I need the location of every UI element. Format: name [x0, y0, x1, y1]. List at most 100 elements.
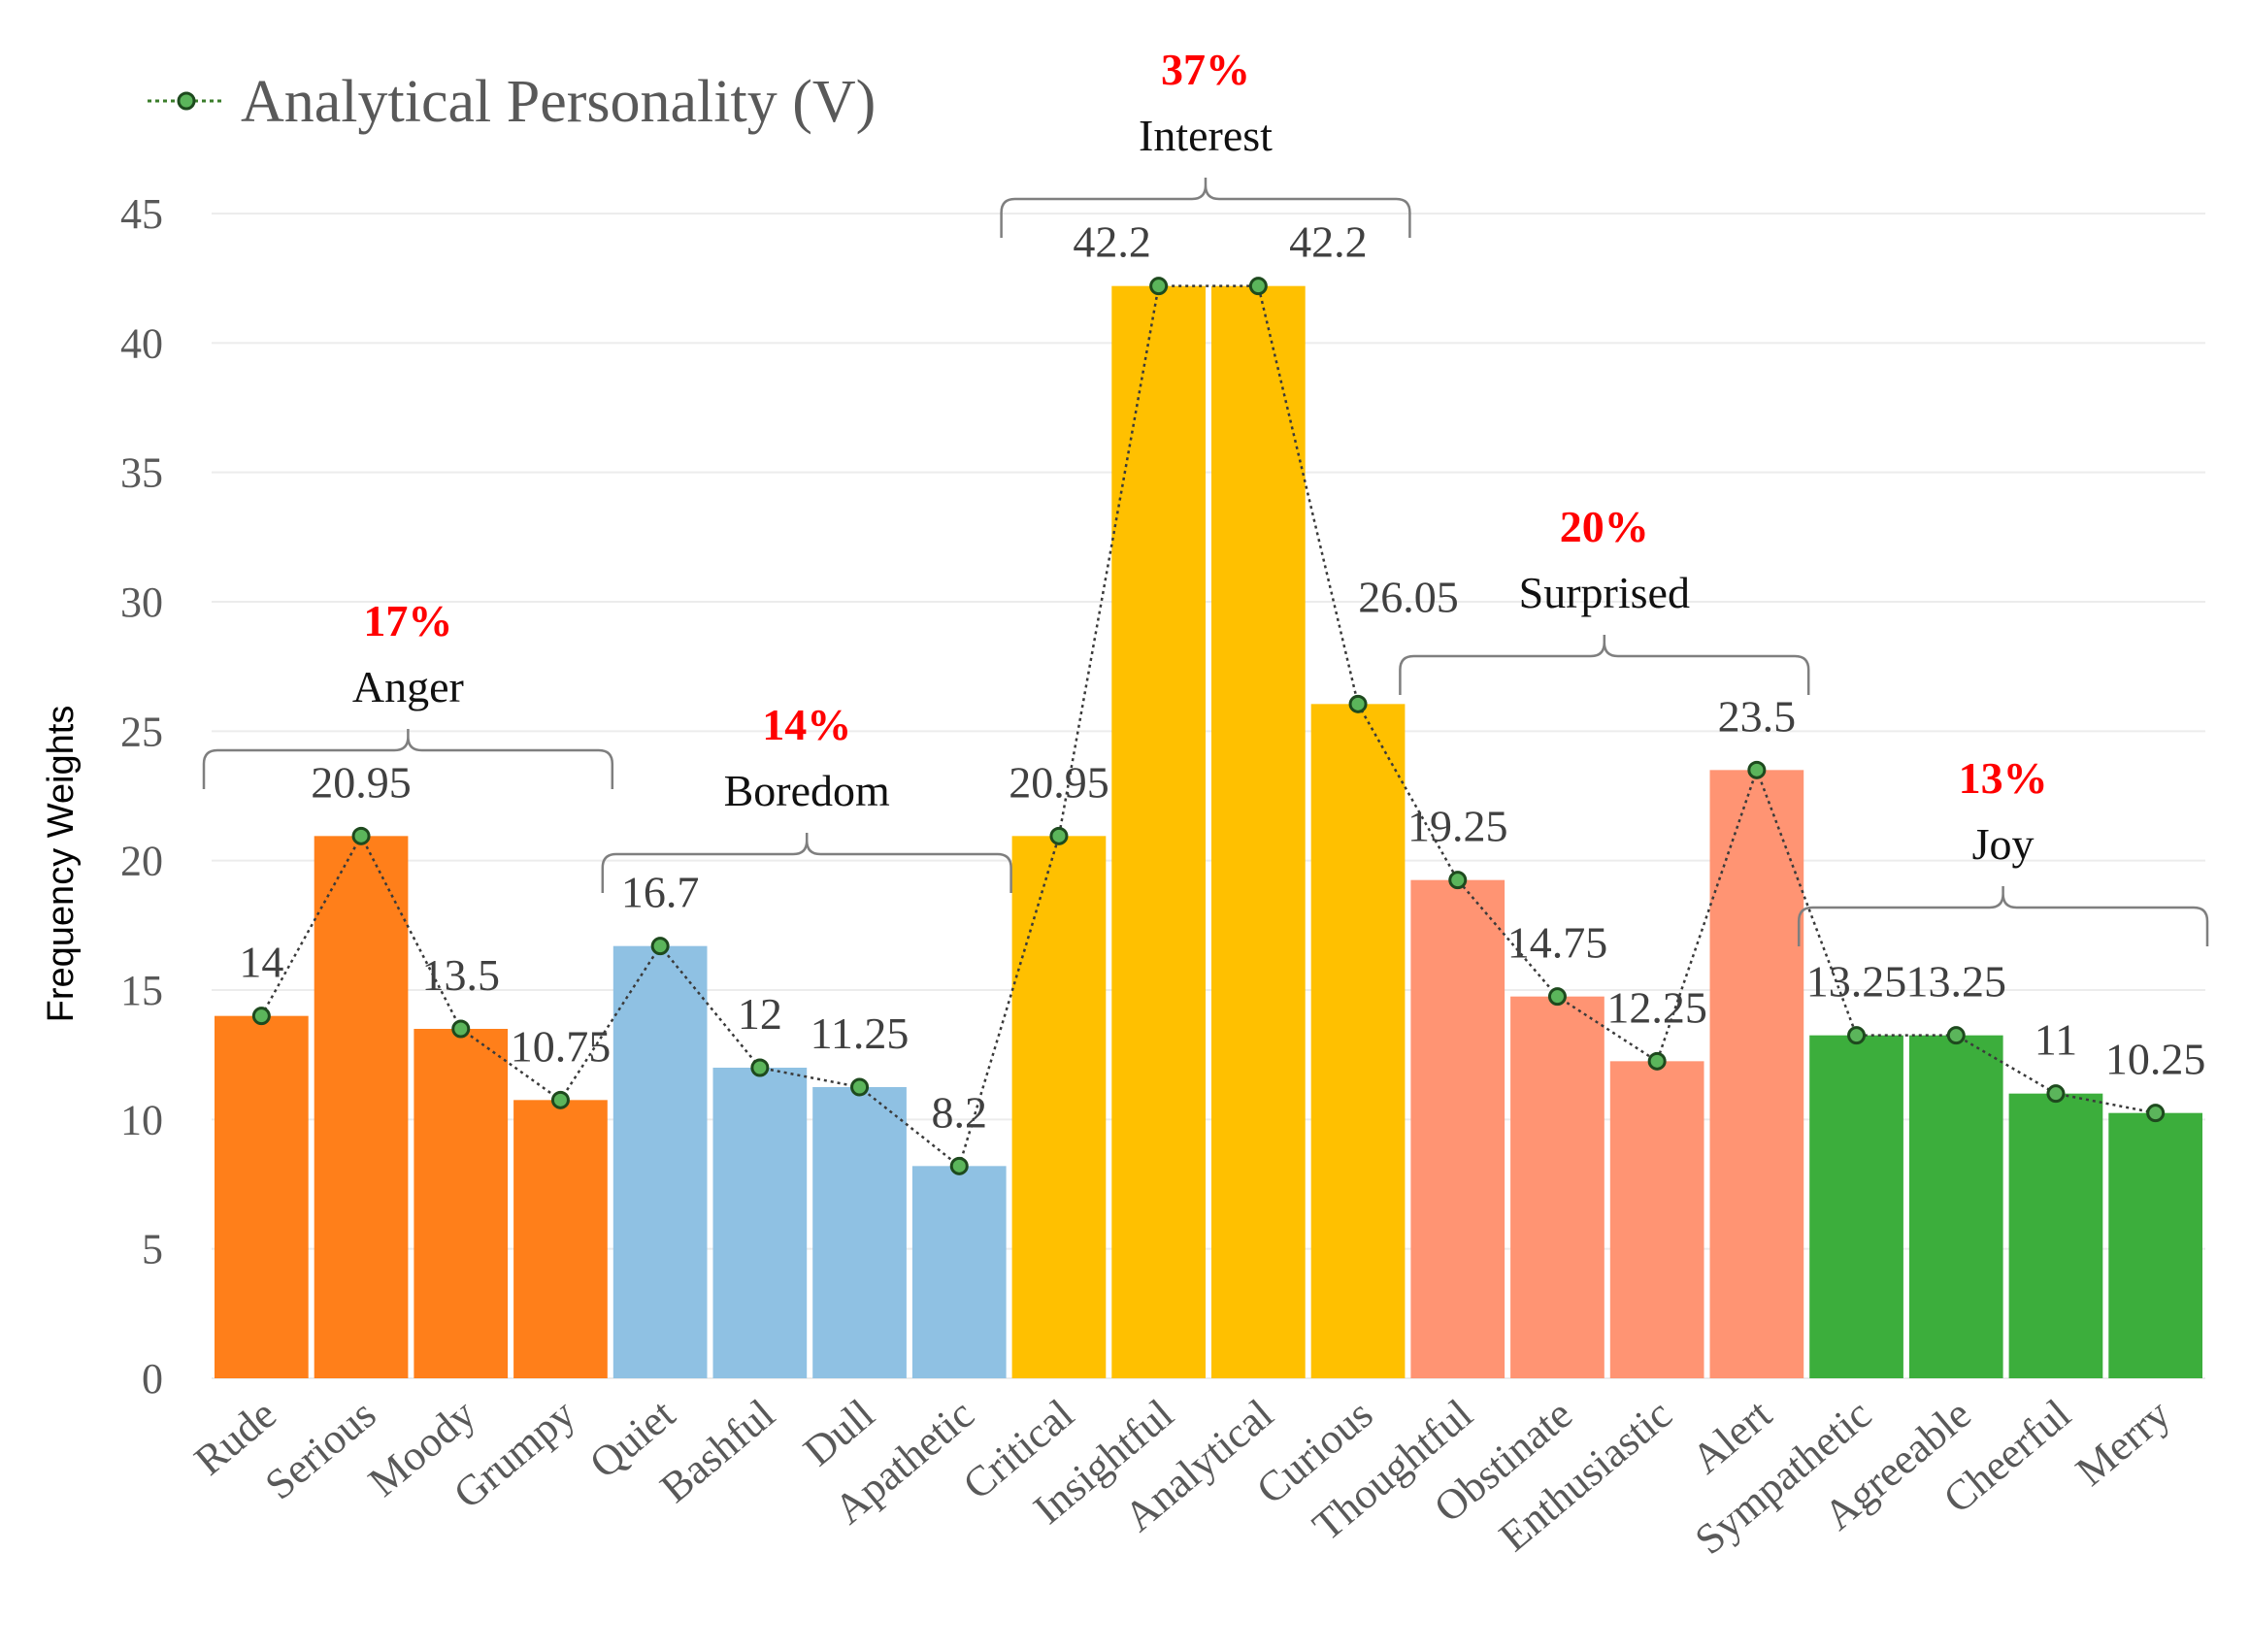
line-marker	[2046, 1084, 2066, 1104]
data-label: 11.25	[811, 1008, 910, 1058]
line-marker	[750, 1058, 770, 1077]
data-label: 14.75	[1507, 918, 1608, 968]
brace-interest	[1000, 178, 1411, 238]
series-line	[260, 284, 2156, 1169]
line-marker	[1946, 1026, 1966, 1045]
bar-cheerful	[2008, 1093, 2103, 1378]
data-label: 10.25	[2105, 1035, 2206, 1084]
group-percent-boredom: 14%	[762, 700, 851, 749]
brace-joy	[1797, 886, 2209, 946]
bar-enthusiastic	[1609, 1061, 1704, 1378]
line-marker	[1248, 277, 1268, 296]
y-tick-label: 35	[120, 449, 163, 497]
data-label: 20.95	[311, 757, 412, 807]
data-label: 14	[239, 938, 283, 987]
brace-anger	[202, 729, 614, 789]
line-marker	[2146, 1104, 2166, 1123]
bar-dull	[812, 1087, 907, 1378]
data-label: 26.05	[1358, 572, 1459, 621]
bar-obstinate	[1510, 996, 1605, 1378]
data-label: 20.95	[1009, 757, 1109, 807]
bar-grumpy	[513, 1100, 608, 1378]
group-percent-interest: 37%	[1161, 45, 1250, 94]
y-tick-label: 5	[142, 1226, 163, 1273]
line-marker	[650, 937, 670, 956]
data-label: 42.2	[1289, 217, 1368, 267]
line-marker	[1049, 826, 1069, 845]
y-tick-label: 30	[120, 578, 163, 626]
data-label: 16.7	[621, 868, 700, 917]
data-label: 13.25	[1806, 957, 1907, 1007]
y-tick-label: 45	[120, 190, 163, 238]
y-tick-label: 15	[120, 967, 163, 1014]
line-marker	[1547, 987, 1567, 1007]
data-label: 10.75	[511, 1021, 612, 1071]
group-percent-surprised: 20%	[1560, 502, 1649, 551]
line-marker	[1647, 1051, 1667, 1071]
bar-rude	[215, 1015, 309, 1378]
group-brackets: Anger 17% Boredom 14% Interest 37% Surprised 20…	[202, 45, 2209, 946]
group-percent-anger: 17%	[363, 596, 452, 645]
line-marker	[1149, 277, 1169, 296]
y-axis-ticks: 0 5 10 15 20 25 30 35 40 45	[120, 190, 163, 1403]
line-marker	[351, 826, 371, 845]
y-axis-label: Frequency Weights	[41, 706, 82, 1023]
brace-boredom	[601, 833, 1012, 893]
y-tick-label: 10	[120, 1096, 163, 1143]
legend: Analytical Personality (V)	[148, 69, 876, 135]
bar-analytical	[1211, 285, 1306, 1379]
bar-sympathetic	[1809, 1035, 1903, 1378]
data-label: 42.2	[1073, 217, 1151, 267]
group-label-surprised: Surprised	[1519, 568, 1690, 617]
data-label: 23.5	[1718, 691, 1797, 741]
y-tick-label: 40	[120, 319, 163, 367]
line-marker	[451, 1019, 471, 1039]
group-percent-joy: 13%	[1959, 753, 2048, 803]
line-marker	[949, 1156, 969, 1175]
gridlines	[212, 213, 2205, 1379]
line-marker	[550, 1090, 570, 1109]
bar-apathetic	[911, 1166, 1007, 1378]
line-marker	[850, 1077, 870, 1097]
data-label: 13.25	[1906, 957, 2007, 1007]
data-label: 13.5	[422, 950, 501, 1000]
x-tick-label: Serious	[256, 1390, 385, 1508]
line-marker	[1847, 1026, 1867, 1045]
line-marker	[1348, 694, 1368, 713]
data-label: 12.25	[1606, 982, 1707, 1032]
group-label-boredom: Boredom	[724, 766, 890, 815]
bar-bashful	[712, 1068, 808, 1378]
bar-insightful	[1111, 285, 1206, 1379]
bar-serious	[314, 836, 409, 1378]
y-tick-label: 0	[142, 1355, 163, 1403]
line-marker	[1747, 760, 1767, 779]
group-label-interest: Interest	[1139, 111, 1273, 160]
data-labels: 14 20.95 13.510.75 16.7 12 11.25 8.2 20.95 42.2 4…	[239, 217, 2205, 1138]
bars	[215, 285, 2202, 1379]
group-label-anger: Anger	[352, 662, 464, 711]
legend-label: Analytical Personality (V)	[241, 69, 876, 135]
legend-marker-swatch	[177, 91, 196, 111]
y-tick-label: 25	[120, 708, 163, 755]
line-series	[251, 277, 2166, 1175]
bar-alert	[1709, 770, 1804, 1378]
bar-critical	[1011, 836, 1107, 1378]
bar-thoughtful	[1410, 879, 1506, 1378]
bar-merry	[2108, 1112, 2202, 1378]
data-label: 8.2	[932, 1087, 988, 1137]
line-marker	[1448, 871, 1468, 890]
bar-agreeable	[1908, 1035, 2003, 1378]
bar-quiet	[612, 945, 708, 1378]
x-tick-label: Bashful	[651, 1390, 783, 1512]
group-label-joy: Joy	[1972, 819, 2035, 869]
bar-moody	[414, 1029, 509, 1378]
data-label: 19.25	[1407, 802, 1508, 851]
x-tick-label: Merry	[2067, 1390, 2179, 1495]
data-label: 12	[738, 989, 782, 1039]
bar-curious	[1310, 704, 1406, 1378]
y-tick-label: 20	[120, 838, 163, 885]
line-marker	[251, 1007, 271, 1026]
data-label: 11	[2035, 1015, 2077, 1065]
